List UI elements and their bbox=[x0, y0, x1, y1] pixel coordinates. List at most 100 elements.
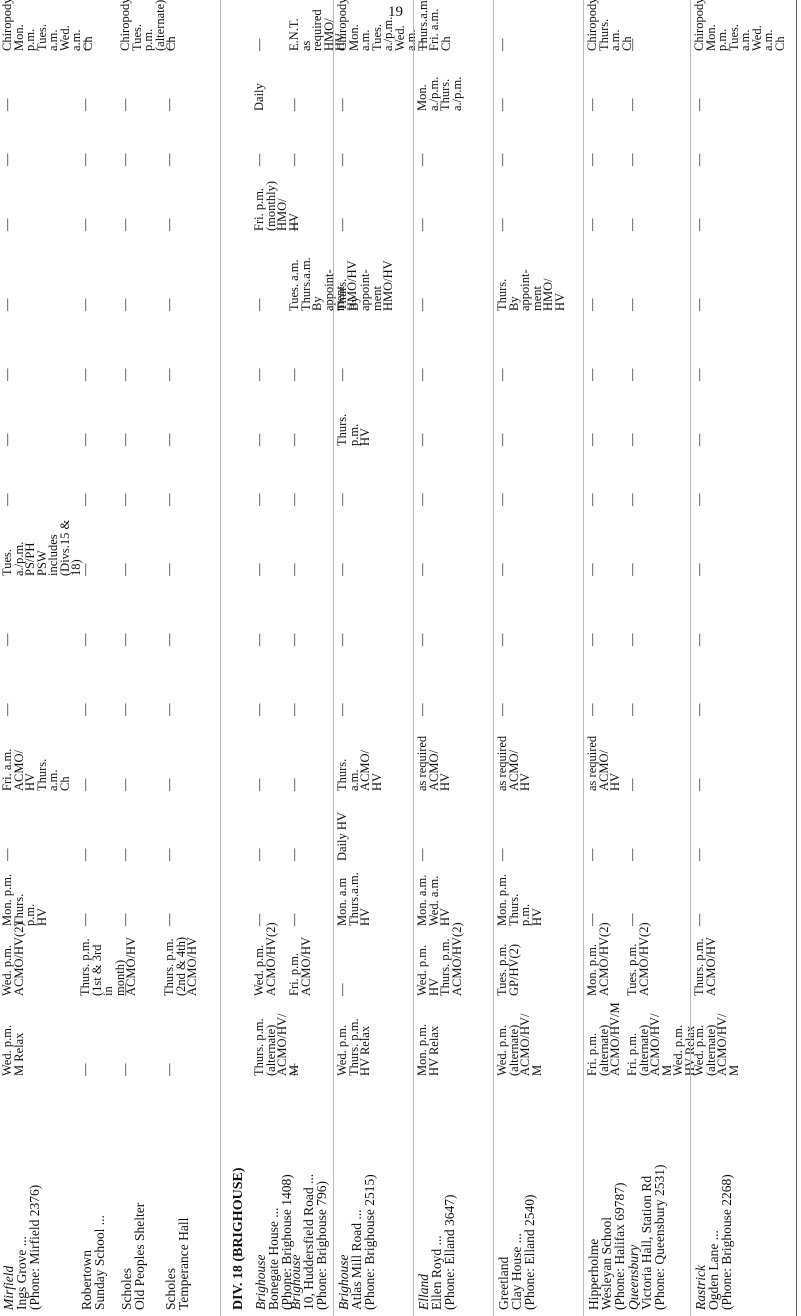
schedule-cell: Fri. p.m. (alternate) ACMO/HV/M bbox=[585, 1002, 622, 1076]
schedule-cell: — bbox=[162, 703, 176, 717]
schedule-cell: — bbox=[162, 913, 176, 927]
schedule-cell: — bbox=[625, 913, 639, 927]
schedule-cell: — bbox=[287, 633, 301, 647]
schedule-cell: — bbox=[162, 218, 176, 232]
schedule-cell: — bbox=[118, 433, 132, 447]
schedule-cell: — bbox=[692, 703, 706, 717]
schedule-cell: Fri. p.m. (alternate) ACMO/HV/ M Wed. p.… bbox=[625, 1013, 697, 1076]
schedule-cell: — bbox=[415, 563, 429, 577]
place-name: Scholes Old Peoples Shelter bbox=[119, 1086, 147, 1310]
schedule-cell: — bbox=[495, 218, 509, 232]
place-line: (Phone: Queensbury 2531) bbox=[652, 1164, 667, 1310]
schedule-cell: — bbox=[287, 913, 301, 927]
schedule-cell: — bbox=[625, 153, 639, 167]
schedule-cell: — bbox=[585, 493, 599, 507]
bottom-rule bbox=[796, 0, 797, 1316]
schedule-cell: Wed. p.m. (alternate) ACMO/HV/ M bbox=[495, 1013, 544, 1076]
schedule-cell: Wed. p.m. ACMO/HV(2) bbox=[252, 922, 278, 996]
schedule-cell: — bbox=[162, 153, 176, 167]
schedule-cell: — bbox=[78, 98, 92, 112]
place-name: Elland Ellen Royd ... (Phone: Elland 3647) bbox=[416, 1086, 457, 1310]
schedule-cell: — bbox=[118, 153, 132, 167]
schedule-cell: — bbox=[692, 848, 706, 862]
row-rule bbox=[583, 0, 584, 1316]
schedule-cell: — bbox=[252, 153, 266, 167]
schedule-cell: — bbox=[78, 778, 92, 792]
schedule-cell: — bbox=[585, 633, 599, 647]
place-name: Mirfield Ings Grove ... (Phone: Mirfield 2… bbox=[1, 1086, 42, 1310]
schedule-cell: — bbox=[335, 633, 349, 647]
schedule-cell: — bbox=[335, 493, 349, 507]
place-line: (Phone: Elland 2540) bbox=[522, 1194, 537, 1310]
schedule-cell: — bbox=[625, 368, 639, 382]
schedule-cell: — bbox=[118, 493, 132, 507]
schedule-cell: — bbox=[78, 38, 92, 52]
schedule-cell: — bbox=[118, 983, 132, 997]
schedule-cell: — bbox=[287, 1063, 301, 1077]
schedule-cell: — bbox=[585, 913, 599, 927]
schedule-cell: — bbox=[162, 1063, 176, 1077]
schedule-cell: — bbox=[287, 778, 301, 792]
schedule-cell: — bbox=[118, 563, 132, 577]
schedule-cell: — bbox=[252, 368, 266, 382]
schedule-cell: — bbox=[495, 38, 509, 52]
schedule-cell: — bbox=[162, 298, 176, 312]
schedule-cell: — bbox=[252, 38, 266, 52]
place-line: (Phone: Brighouse 796) bbox=[314, 1181, 329, 1310]
schedule-cell: — bbox=[495, 98, 509, 112]
place-line: (Phone: Halifax 69787) bbox=[612, 1182, 627, 1310]
schedule-cell: Tues. p.m. ACMO/HV(2) bbox=[625, 922, 651, 996]
schedule-cell: — bbox=[692, 778, 706, 792]
schedule-cell: — bbox=[335, 563, 349, 577]
schedule-cell: — bbox=[252, 778, 266, 792]
schedule-cell: — bbox=[415, 368, 429, 382]
row-rule bbox=[220, 0, 221, 1316]
place-line: (Phone: Elland 3647) bbox=[442, 1194, 457, 1310]
schedule-cell: — bbox=[287, 703, 301, 717]
schedule-cell: — bbox=[162, 563, 176, 577]
schedule-cell: Thurs. a.m. ACMO/ HV bbox=[335, 750, 384, 791]
place-line: Temperance Hall bbox=[176, 1217, 191, 1310]
schedule-cell: — bbox=[252, 913, 266, 927]
schedule-cell: — bbox=[415, 433, 429, 447]
schedule-cell: — bbox=[585, 368, 599, 382]
schedule-cell: as required ACMO/ HV bbox=[415, 735, 452, 791]
schedule-cell: — bbox=[118, 848, 132, 862]
schedule-cell: — bbox=[287, 433, 301, 447]
schedule-cell: — bbox=[162, 368, 176, 382]
place-line: (Phone: Mirfield 2376) bbox=[27, 1184, 42, 1310]
schedule-cell: — bbox=[335, 703, 349, 717]
schedule-cell: — bbox=[78, 493, 92, 507]
schedule-cell: — bbox=[585, 563, 599, 577]
schedule-cell: — bbox=[118, 633, 132, 647]
schedule-cell: Thurs. By appoint- ment HMO/HV bbox=[335, 260, 395, 311]
schedule-cell: — bbox=[415, 703, 429, 717]
schedule-cell: — bbox=[78, 563, 92, 577]
schedule-cell: — bbox=[335, 218, 349, 232]
schedule-cell: — bbox=[252, 298, 266, 312]
schedule-cell: — bbox=[287, 368, 301, 382]
schedule-cell: — bbox=[287, 563, 301, 577]
place-name: Queensbury Victoria Hall, Station Rd (Phon… bbox=[626, 1086, 667, 1310]
schedule-cell: — bbox=[585, 703, 599, 717]
schedule-cell: — bbox=[495, 493, 509, 507]
schedule-cell: — bbox=[78, 153, 92, 167]
schedule-cell: — bbox=[287, 153, 301, 167]
schedule-cell: — bbox=[0, 298, 14, 312]
schedule-cell: Wed. p.m. M Relax bbox=[0, 1024, 26, 1076]
place-line: Old Peoples Shelter bbox=[132, 1202, 147, 1310]
place-name: Hipperholme Wesleyan School (Phone: Halifa… bbox=[586, 1086, 627, 1310]
schedule-cell: Tues. p.m. GP/HV(2) bbox=[495, 943, 521, 996]
schedule-cell: — bbox=[335, 368, 349, 382]
schedule-cell: — bbox=[335, 983, 349, 997]
schedule-cell: Thurs. p.m. (2nd & 4th) ACMO/HV bbox=[162, 936, 199, 996]
page-number: 19 bbox=[388, 4, 403, 20]
schedule-cell: — bbox=[415, 38, 429, 52]
schedule-cell: Mon. p.m. HV Relax bbox=[415, 1023, 441, 1076]
schedule-cell: Chiropody Mon. p.m. Tues. a.m. Wed. a.m.… bbox=[692, 0, 787, 51]
schedule-cell: — bbox=[287, 848, 301, 862]
schedule-cell: Tues. a./p.m. PS/PH PSW includes (Divs.1… bbox=[0, 519, 83, 576]
schedule-cell: — bbox=[162, 778, 176, 792]
schedule-cell: Thurs. By appoint- ment HMO/ HV bbox=[495, 269, 567, 311]
schedule-cell: — bbox=[78, 703, 92, 717]
